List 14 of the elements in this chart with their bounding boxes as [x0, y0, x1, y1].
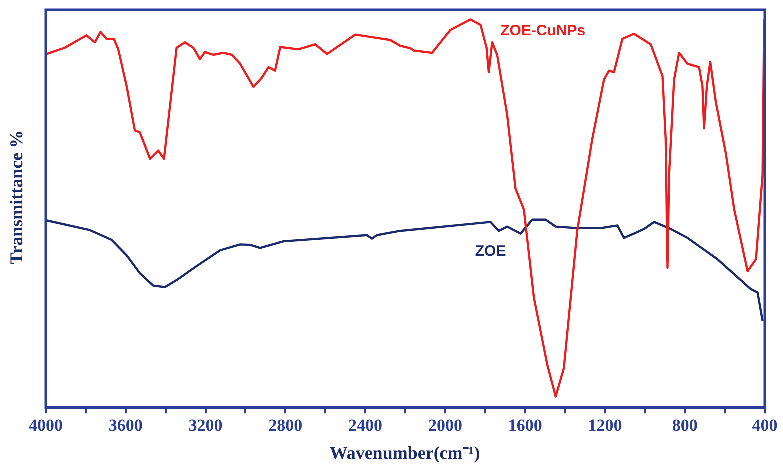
x-tick-label: 2800	[268, 416, 303, 436]
x-tick-label: 800	[672, 416, 698, 436]
x-tick-label: 4000	[29, 416, 63, 436]
x-tick-label: 3200	[188, 416, 223, 436]
series-label: ZOE-CuNPs	[500, 22, 586, 40]
series-label: ZOE	[475, 242, 506, 260]
x-tick-label: 2000	[428, 416, 462, 436]
y-axis-title: Transmittance %	[6, 130, 28, 265]
x-tick-label: 400	[752, 416, 778, 436]
x-axis-title: Wavenumber(cm⁻¹)	[328, 442, 482, 464]
x-tick-label: 1200	[588, 416, 622, 436]
x-tick-label: 1600	[508, 416, 542, 436]
x-tick-label: 3600	[108, 416, 143, 436]
x-tick-label: 2400	[348, 416, 383, 436]
